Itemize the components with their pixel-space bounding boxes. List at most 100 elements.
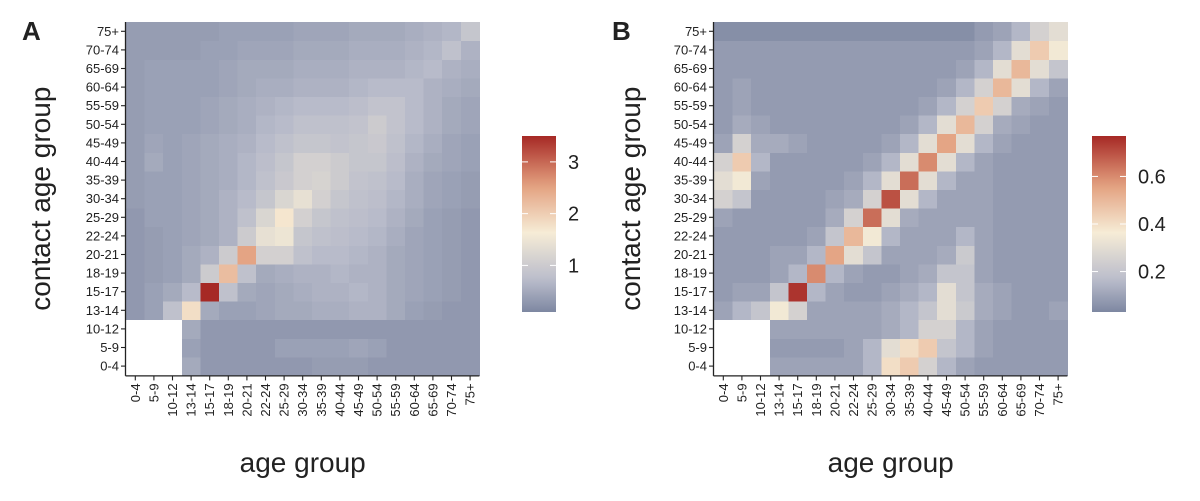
heatmap-cell-30-34-by-60-64 — [881, 77, 901, 97]
y-tick-label: 45-49 — [86, 135, 119, 150]
heatmap-cell-10-12-by-70-74 — [751, 40, 771, 60]
heatmap-cell-35-39-by-25-29 — [312, 208, 332, 228]
heatmap-cell-15-17-by-22-24 — [788, 226, 808, 246]
heatmap-cell-65-69-by-5-9 — [1011, 338, 1031, 358]
heatmap-cell-40-44-by-20-21 — [330, 245, 350, 265]
x-tick-label: 20-21 — [827, 383, 842, 416]
heatmap-cell-40-44-by-0-4 — [918, 356, 938, 376]
heatmap-cell-75+-by-0-4 — [460, 356, 480, 376]
heatmap-cell-30-34-by-25-29 — [293, 208, 313, 228]
heatmap-cell-0-4-by-50-54 — [714, 115, 734, 135]
heatmap-cell-45-49-by-10-12 — [349, 319, 369, 339]
heatmap-cell-70-74-by-10-12 — [442, 319, 462, 339]
heatmap-cell-45-49-by-22-24 — [349, 226, 369, 246]
heatmap-cell-65-69-by-75+ — [1011, 22, 1031, 42]
heatmap-cell-45-49-by-10-12 — [937, 319, 957, 339]
y-tick-label: 18-19 — [674, 266, 707, 281]
heatmap-cell-50-54-by-40-44 — [955, 152, 975, 172]
heatmap-cell-10-12-by-30-34 — [751, 189, 771, 209]
heatmap-cell-18-19-by-20-21 — [219, 245, 239, 265]
heatmap-cell-20-21-by-55-59 — [825, 96, 845, 116]
heatmap-cell-0-4-by-55-59 — [714, 96, 734, 116]
heatmap-cell-70-74-by-13-14 — [442, 301, 462, 321]
heatmap-cell-30-34-by-55-59 — [881, 96, 901, 116]
heatmap-cell-20-21-by-15-17 — [237, 282, 257, 302]
heatmap-cell-0-4-by-10-12 — [714, 319, 734, 339]
heatmap-cell-45-49-by-18-19 — [937, 263, 957, 283]
panel-label: A — [22, 16, 41, 46]
heatmap-cell-45-49-by-75+ — [937, 22, 957, 42]
heatmap-cell-10-12-by-13-14 — [163, 301, 183, 321]
heatmap-cell-10-12-by-35-39 — [751, 170, 771, 190]
heatmap-cell-55-59-by-75+ — [974, 22, 994, 42]
heatmap-cell-65-69-by-13-14 — [1011, 301, 1031, 321]
y-tick-label: 50-54 — [674, 117, 707, 132]
heatmap-cell-5-9-by-40-44 — [144, 152, 164, 172]
heatmap-cell-35-39-by-75+ — [900, 22, 920, 42]
y-tick-label: 70-74 — [86, 42, 119, 57]
x-tick-label: 65-69 — [1013, 383, 1028, 416]
heatmap-cell-5-9-by-45-49 — [732, 133, 752, 153]
heatmap-cell-0-4-by-40-44 — [126, 152, 146, 172]
heatmap-cell-40-44-by-5-9 — [330, 338, 350, 358]
heatmap-cell-18-19-by-5-9 — [219, 338, 239, 358]
heatmap-cell-0-4-by-75+ — [126, 22, 146, 42]
heatmap-cell-70-74-by-5-9 — [1030, 338, 1050, 358]
heatmap-cell-13-14-by-25-29 — [769, 208, 789, 228]
heatmap-cell-75+-by-75+ — [1048, 22, 1068, 42]
heatmap-cell-5-9-by-60-64 — [732, 77, 752, 97]
heatmap-cell-25-29-by-35-39 — [274, 170, 294, 190]
heatmap-cell-18-19-by-13-14 — [219, 301, 239, 321]
heatmap-cell-50-54-by-0-4 — [367, 356, 387, 376]
heatmap-cell-75+-by-60-64 — [460, 77, 480, 97]
heatmap-cell-65-69-by-22-24 — [1011, 226, 1031, 246]
heatmap-cell-30-34-by-0-4 — [293, 356, 313, 376]
heatmap-cell-15-17-by-70-74 — [200, 40, 220, 60]
heatmap-cell-40-44-by-60-64 — [918, 77, 938, 97]
heatmap-cell-50-54-by-60-64 — [367, 77, 387, 97]
heatmap-cell-50-54-by-5-9 — [367, 338, 387, 358]
y-tick-label: 35-39 — [86, 173, 119, 188]
heatmap-cell-50-54-by-25-29 — [955, 208, 975, 228]
heatmap-cell-75+-by-0-4 — [1048, 356, 1068, 376]
y-tick-label: 15-17 — [674, 284, 707, 299]
heatmap-cell-30-34-by-0-4 — [881, 356, 901, 376]
heatmap-cell-18-19-by-60-64 — [219, 77, 239, 97]
heatmap-cell-40-44-by-25-29 — [918, 208, 938, 228]
heatmap-cell-70-74-by-35-39 — [1030, 170, 1050, 190]
heatmap-cell-70-74-by-70-74 — [442, 40, 462, 60]
heatmap-cell-40-44-by-20-21 — [918, 245, 938, 265]
heatmap-cell-0-4-by-18-19 — [714, 263, 734, 283]
x-tick-label: 20-21 — [239, 383, 254, 416]
heatmap-cell-75+-by-10-12 — [1048, 319, 1068, 339]
heatmap-cell-25-29-by-25-29 — [274, 208, 294, 228]
heatmap-cell-10-12-by-50-54 — [163, 115, 183, 135]
heatmap-cell-18-19-by-25-29 — [807, 208, 827, 228]
heatmap-cell-10-12-by-10-12 — [163, 319, 183, 339]
x-tick-label: 18-19 — [809, 383, 824, 416]
heatmap-cell-50-54-by-75+ — [955, 22, 975, 42]
heatmap-cell-40-44-by-65-69 — [330, 59, 350, 79]
heatmap-cell-35-39-by-40-44 — [312, 152, 332, 172]
heatmap-cell-18-19-by-75+ — [807, 22, 827, 42]
heatmap-cell-40-44-by-18-19 — [918, 263, 938, 283]
heatmap-cell-25-29-by-35-39 — [862, 170, 882, 190]
heatmap-cell-65-69-by-45-49 — [1011, 133, 1031, 153]
heatmap-cell-0-4-by-13-14 — [714, 301, 734, 321]
heatmap-cell-60-64-by-70-74 — [405, 40, 425, 60]
heatmap-cell-15-17-by-65-69 — [788, 59, 808, 79]
heatmap-cell-10-12-by-65-69 — [163, 59, 183, 79]
heatmap-cell-70-74-by-5-9 — [442, 338, 462, 358]
x-tick-label: 25-29 — [277, 383, 292, 416]
heatmap-cell-55-59-by-10-12 — [974, 319, 994, 339]
heatmap-cell-75+-by-60-64 — [1048, 77, 1068, 97]
heatmap-cell-5-9-by-65-69 — [732, 59, 752, 79]
heatmap-cell-55-59-by-40-44 — [386, 152, 406, 172]
heatmap-cell-70-74-by-22-24 — [442, 226, 462, 246]
heatmap-cell-0-4-by-25-29 — [714, 208, 734, 228]
heatmap-cell-30-34-by-40-44 — [293, 152, 313, 172]
heatmap-cell-35-39-by-45-49 — [900, 133, 920, 153]
heatmap-cell-65-69-by-70-74 — [1011, 40, 1031, 60]
panel-label: B — [612, 16, 631, 46]
